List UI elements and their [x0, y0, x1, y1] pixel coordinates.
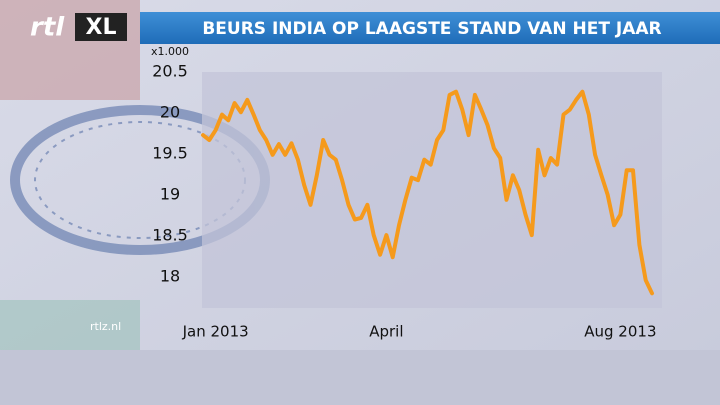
y-tick-label: 20.5: [152, 62, 188, 81]
footer-band: [0, 350, 720, 405]
y-tick-label: 19: [160, 184, 180, 203]
logo: rtl: [30, 13, 65, 43]
y-tick-label: 18: [160, 266, 180, 285]
website: rtlz.nl: [90, 320, 121, 333]
logo-badge-text: XL: [86, 15, 117, 40]
y-unit-label: x1.000: [151, 45, 189, 58]
flag-band: [0, 300, 140, 350]
line-series: [201, 89, 654, 296]
x-tick-label: April: [369, 323, 403, 341]
y-tick-label: 20: [160, 102, 180, 121]
plot-area: [202, 72, 662, 308]
y-tick-label: 18.5: [152, 225, 188, 244]
x-tick-label: Aug 2013: [584, 323, 656, 341]
y-tick-label: 19.5: [152, 143, 188, 162]
logo-badge: [75, 13, 127, 41]
title-bar: [140, 12, 720, 44]
x-tick-label: Jan 2013: [182, 323, 249, 341]
chart-title: BEURS INDIA OP LAAGSTE STAND VAN HET JAA…: [202, 19, 661, 39]
